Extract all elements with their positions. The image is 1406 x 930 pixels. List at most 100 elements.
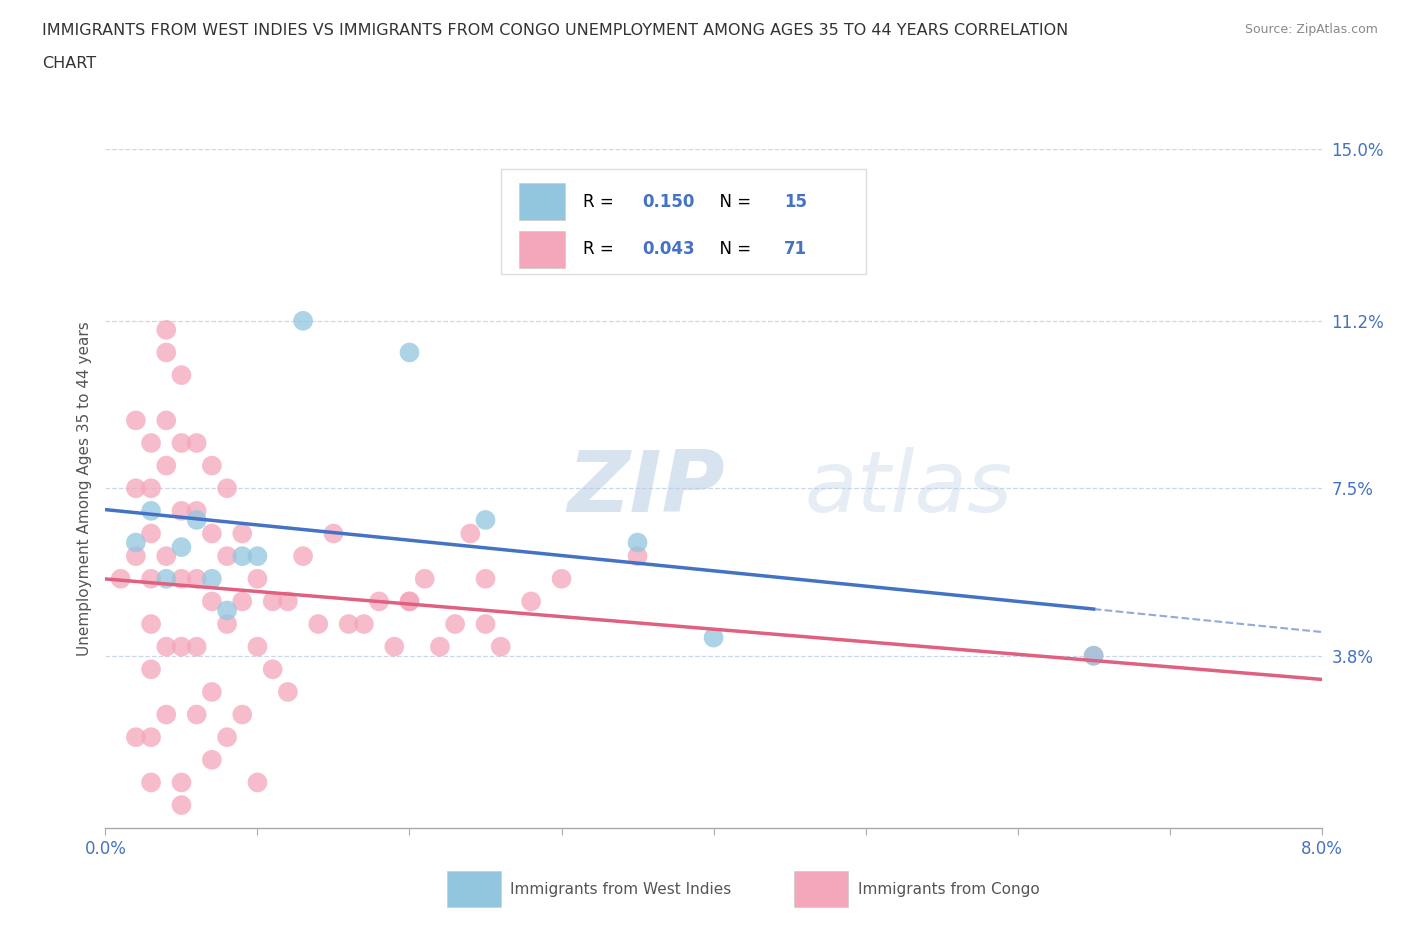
- Point: [520, 594, 543, 609]
- Point: [155, 458, 177, 473]
- Point: [474, 512, 496, 527]
- Point: [550, 571, 572, 586]
- Text: 71: 71: [785, 240, 807, 259]
- Point: [474, 571, 496, 586]
- Text: 0.150: 0.150: [641, 193, 695, 211]
- Point: [429, 639, 451, 654]
- Point: [125, 730, 148, 745]
- Point: [155, 571, 177, 586]
- Y-axis label: Unemployment Among Ages 35 to 44 years: Unemployment Among Ages 35 to 44 years: [76, 321, 91, 656]
- Text: N =: N =: [709, 240, 756, 259]
- Text: N =: N =: [709, 193, 756, 211]
- Point: [155, 413, 177, 428]
- Text: 15: 15: [785, 193, 807, 211]
- Point: [186, 435, 208, 450]
- Point: [139, 481, 162, 496]
- Text: Source: ZipAtlas.com: Source: ZipAtlas.com: [1244, 23, 1378, 36]
- Bar: [519, 183, 565, 220]
- Point: [231, 526, 253, 541]
- Text: atlas: atlas: [804, 446, 1012, 530]
- Bar: [519, 231, 565, 268]
- Point: [231, 594, 253, 609]
- Point: [155, 707, 177, 722]
- Point: [155, 345, 177, 360]
- Point: [186, 503, 208, 518]
- Text: Immigrants from Congo: Immigrants from Congo: [858, 882, 1039, 897]
- Point: [231, 707, 253, 722]
- Point: [155, 549, 177, 564]
- Point: [186, 639, 208, 654]
- Point: [170, 435, 193, 450]
- Text: Immigrants from West Indies: Immigrants from West Indies: [510, 882, 731, 897]
- Point: [170, 571, 193, 586]
- Point: [155, 323, 177, 338]
- Point: [217, 603, 239, 618]
- Point: [246, 775, 269, 790]
- Point: [201, 526, 224, 541]
- Text: IMMIGRANTS FROM WEST INDIES VS IMMIGRANTS FROM CONGO UNEMPLOYMENT AMONG AGES 35 : IMMIGRANTS FROM WEST INDIES VS IMMIGRANT…: [42, 23, 1069, 38]
- Point: [277, 684, 299, 699]
- Point: [201, 571, 224, 586]
- Point: [186, 571, 208, 586]
- Point: [125, 413, 148, 428]
- Text: R =: R =: [583, 193, 620, 211]
- Text: ZIP: ZIP: [568, 446, 725, 530]
- Point: [413, 571, 436, 586]
- Point: [139, 435, 162, 450]
- Point: [368, 594, 391, 609]
- Point: [201, 458, 224, 473]
- Point: [186, 512, 208, 527]
- Point: [231, 549, 253, 564]
- Point: [277, 594, 299, 609]
- Point: [307, 617, 329, 631]
- Point: [398, 345, 420, 360]
- Point: [337, 617, 360, 631]
- Point: [246, 571, 269, 586]
- Point: [1083, 648, 1105, 663]
- Point: [139, 775, 162, 790]
- Point: [246, 549, 269, 564]
- Point: [170, 639, 193, 654]
- Point: [458, 526, 481, 541]
- Point: [170, 798, 193, 813]
- Point: [110, 571, 132, 586]
- Point: [353, 617, 375, 631]
- Point: [702, 631, 725, 645]
- Point: [322, 526, 344, 541]
- Point: [217, 481, 239, 496]
- Point: [170, 775, 193, 790]
- Point: [292, 313, 315, 328]
- Point: [201, 594, 224, 609]
- Point: [217, 617, 239, 631]
- Point: [444, 617, 467, 631]
- Point: [246, 639, 269, 654]
- Text: CHART: CHART: [42, 56, 96, 71]
- Point: [489, 639, 512, 654]
- Point: [398, 594, 420, 609]
- FancyBboxPatch shape: [501, 169, 866, 274]
- Point: [139, 503, 162, 518]
- Point: [139, 730, 162, 745]
- Point: [170, 503, 193, 518]
- Point: [139, 571, 162, 586]
- Point: [139, 617, 162, 631]
- Point: [474, 617, 496, 631]
- Point: [125, 535, 148, 550]
- Point: [217, 730, 239, 745]
- Point: [170, 367, 193, 382]
- Point: [262, 662, 284, 677]
- Point: [139, 662, 162, 677]
- Text: R =: R =: [583, 240, 620, 259]
- Point: [201, 684, 224, 699]
- Point: [125, 549, 148, 564]
- Point: [201, 752, 224, 767]
- Point: [155, 639, 177, 654]
- Point: [398, 594, 420, 609]
- Point: [1083, 648, 1105, 663]
- Point: [382, 639, 405, 654]
- Point: [125, 481, 148, 496]
- Point: [262, 594, 284, 609]
- Point: [170, 539, 193, 554]
- Point: [217, 549, 239, 564]
- Point: [626, 535, 648, 550]
